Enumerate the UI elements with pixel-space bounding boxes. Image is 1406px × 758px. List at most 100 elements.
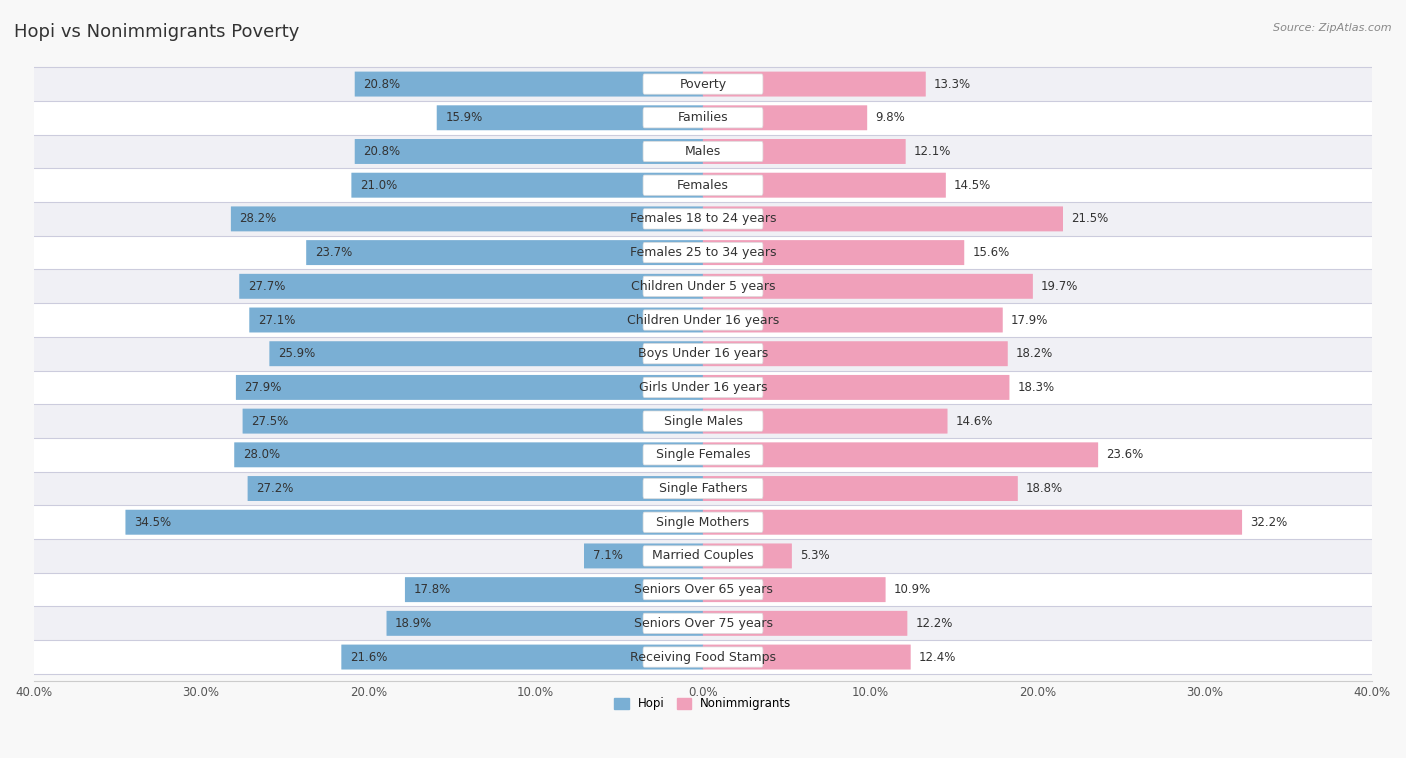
FancyBboxPatch shape (703, 577, 886, 602)
FancyBboxPatch shape (703, 71, 925, 96)
Text: 9.8%: 9.8% (876, 111, 905, 124)
Text: 34.5%: 34.5% (134, 515, 172, 529)
FancyBboxPatch shape (643, 243, 763, 263)
Text: 17.9%: 17.9% (1011, 314, 1049, 327)
FancyBboxPatch shape (34, 135, 1372, 168)
FancyBboxPatch shape (643, 208, 763, 229)
FancyBboxPatch shape (34, 438, 1372, 471)
FancyBboxPatch shape (352, 173, 703, 198)
Text: Receiving Food Stamps: Receiving Food Stamps (630, 650, 776, 663)
FancyBboxPatch shape (243, 409, 703, 434)
Text: Single Males: Single Males (664, 415, 742, 428)
FancyBboxPatch shape (703, 308, 1002, 333)
FancyBboxPatch shape (34, 236, 1372, 269)
FancyBboxPatch shape (703, 173, 946, 198)
Text: Source: ZipAtlas.com: Source: ZipAtlas.com (1274, 23, 1392, 33)
Text: Females 18 to 24 years: Females 18 to 24 years (630, 212, 776, 225)
Text: Poverty: Poverty (679, 77, 727, 90)
FancyBboxPatch shape (34, 573, 1372, 606)
Text: 27.7%: 27.7% (247, 280, 285, 293)
Text: 21.6%: 21.6% (350, 650, 387, 663)
Text: 18.2%: 18.2% (1017, 347, 1053, 360)
Text: Children Under 16 years: Children Under 16 years (627, 314, 779, 327)
Text: 19.7%: 19.7% (1040, 280, 1078, 293)
FancyBboxPatch shape (387, 611, 703, 636)
FancyBboxPatch shape (354, 71, 703, 96)
FancyBboxPatch shape (34, 606, 1372, 641)
Text: Males: Males (685, 145, 721, 158)
Legend: Hopi, Nonimmigrants: Hopi, Nonimmigrants (610, 693, 796, 715)
Text: 23.6%: 23.6% (1107, 448, 1143, 462)
FancyBboxPatch shape (643, 580, 763, 600)
FancyBboxPatch shape (703, 375, 1010, 400)
Text: Females 25 to 34 years: Females 25 to 34 years (630, 246, 776, 259)
Text: 5.3%: 5.3% (800, 550, 830, 562)
FancyBboxPatch shape (643, 478, 763, 499)
FancyBboxPatch shape (643, 445, 763, 465)
Text: 14.5%: 14.5% (955, 179, 991, 192)
Text: 12.4%: 12.4% (920, 650, 956, 663)
Text: 25.9%: 25.9% (278, 347, 315, 360)
Text: Girls Under 16 years: Girls Under 16 years (638, 381, 768, 394)
Text: 13.3%: 13.3% (934, 77, 972, 90)
FancyBboxPatch shape (643, 142, 763, 161)
Text: Single Mothers: Single Mothers (657, 515, 749, 529)
Text: 18.8%: 18.8% (1026, 482, 1063, 495)
FancyBboxPatch shape (34, 337, 1372, 371)
Text: 21.5%: 21.5% (1071, 212, 1108, 225)
FancyBboxPatch shape (405, 577, 703, 602)
Text: 18.3%: 18.3% (1018, 381, 1054, 394)
Text: Boys Under 16 years: Boys Under 16 years (638, 347, 768, 360)
FancyBboxPatch shape (34, 539, 1372, 573)
FancyBboxPatch shape (270, 341, 703, 366)
Text: 15.9%: 15.9% (446, 111, 482, 124)
FancyBboxPatch shape (34, 269, 1372, 303)
FancyBboxPatch shape (249, 308, 703, 333)
FancyBboxPatch shape (34, 168, 1372, 202)
FancyBboxPatch shape (703, 443, 1098, 467)
FancyBboxPatch shape (239, 274, 703, 299)
FancyBboxPatch shape (703, 476, 1018, 501)
FancyBboxPatch shape (437, 105, 703, 130)
FancyBboxPatch shape (703, 240, 965, 265)
FancyBboxPatch shape (643, 343, 763, 364)
FancyBboxPatch shape (643, 377, 763, 397)
Text: 28.0%: 28.0% (243, 448, 280, 462)
Text: 27.5%: 27.5% (252, 415, 288, 428)
FancyBboxPatch shape (34, 67, 1372, 101)
Text: Single Fathers: Single Fathers (659, 482, 747, 495)
Text: Seniors Over 65 years: Seniors Over 65 years (634, 583, 772, 596)
Text: 14.6%: 14.6% (956, 415, 993, 428)
FancyBboxPatch shape (643, 512, 763, 532)
Text: Seniors Over 75 years: Seniors Over 75 years (634, 617, 772, 630)
Text: 28.2%: 28.2% (239, 212, 277, 225)
FancyBboxPatch shape (703, 510, 1241, 534)
FancyBboxPatch shape (342, 644, 703, 669)
FancyBboxPatch shape (354, 139, 703, 164)
FancyBboxPatch shape (231, 206, 703, 231)
FancyBboxPatch shape (34, 202, 1372, 236)
FancyBboxPatch shape (236, 375, 703, 400)
Text: Families: Families (678, 111, 728, 124)
Text: 21.0%: 21.0% (360, 179, 396, 192)
FancyBboxPatch shape (703, 139, 905, 164)
FancyBboxPatch shape (703, 105, 868, 130)
FancyBboxPatch shape (703, 274, 1033, 299)
Text: 23.7%: 23.7% (315, 246, 352, 259)
FancyBboxPatch shape (643, 74, 763, 94)
FancyBboxPatch shape (643, 613, 763, 634)
FancyBboxPatch shape (643, 310, 763, 330)
FancyBboxPatch shape (34, 506, 1372, 539)
Text: 18.9%: 18.9% (395, 617, 432, 630)
Text: 10.9%: 10.9% (894, 583, 931, 596)
FancyBboxPatch shape (34, 303, 1372, 337)
Text: 20.8%: 20.8% (363, 145, 401, 158)
FancyBboxPatch shape (247, 476, 703, 501)
Text: 27.1%: 27.1% (257, 314, 295, 327)
FancyBboxPatch shape (703, 543, 792, 568)
FancyBboxPatch shape (307, 240, 703, 265)
FancyBboxPatch shape (643, 546, 763, 566)
Text: 27.2%: 27.2% (256, 482, 294, 495)
FancyBboxPatch shape (643, 175, 763, 196)
FancyBboxPatch shape (703, 644, 911, 669)
